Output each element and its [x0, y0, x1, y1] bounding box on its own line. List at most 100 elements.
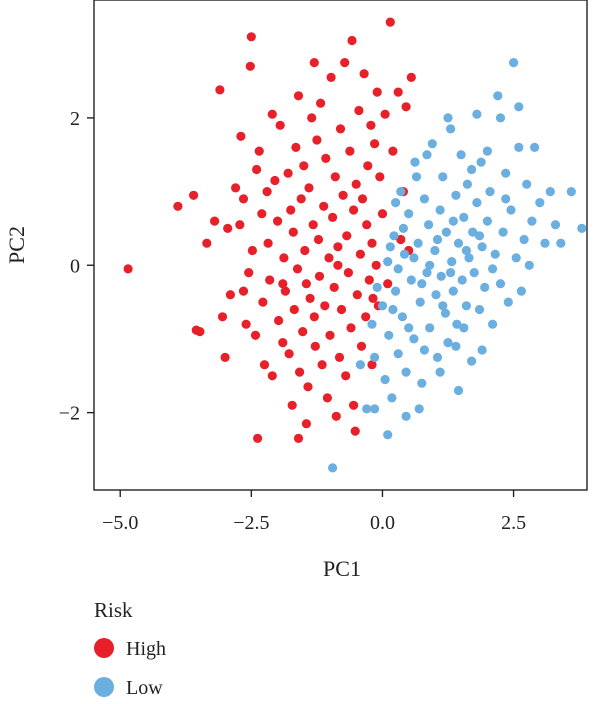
point-high	[362, 220, 372, 230]
point-low	[511, 253, 521, 263]
point-low	[370, 404, 380, 414]
point-high	[328, 212, 338, 222]
point-low	[415, 297, 425, 307]
point-low	[501, 168, 511, 178]
y-tick-label: 0	[70, 255, 80, 277]
point-low	[432, 352, 443, 362]
x-tick-label: 0.0	[370, 512, 395, 534]
point-high	[273, 216, 283, 226]
point-high	[267, 109, 277, 119]
point-low	[396, 187, 406, 197]
point-low	[422, 268, 432, 278]
point-low	[422, 150, 432, 160]
point-low	[393, 264, 403, 274]
point-high	[238, 286, 249, 296]
point-low	[440, 308, 450, 318]
point-high	[292, 264, 303, 274]
point-high	[385, 17, 395, 27]
legend-label-high: High	[126, 638, 166, 660]
point-low	[495, 113, 506, 123]
point-low	[459, 212, 469, 222]
point-low	[397, 312, 407, 322]
point-low	[401, 367, 411, 377]
point-low	[446, 124, 456, 134]
point-low	[404, 323, 414, 333]
point-low	[427, 139, 437, 149]
point-high	[309, 312, 319, 322]
point-low	[461, 245, 471, 256]
y-axis-label: PC2	[4, 226, 29, 264]
point-high	[280, 286, 290, 296]
point-high	[401, 102, 411, 112]
point-high	[342, 231, 352, 241]
point-high	[289, 304, 299, 315]
point-low	[404, 209, 414, 219]
legend: Risk High Low	[94, 598, 166, 699]
x-tick-label: −5.0	[102, 512, 138, 534]
point-high	[247, 245, 257, 256]
point-high	[368, 293, 378, 303]
point-high	[265, 275, 275, 285]
point-high	[304, 183, 314, 193]
point-high	[245, 61, 255, 71]
point-high	[366, 120, 376, 130]
point-high	[254, 146, 264, 156]
point-high	[270, 175, 280, 186]
point-high	[295, 367, 305, 377]
point-high	[293, 433, 304, 443]
point-high	[279, 253, 289, 263]
point-high	[301, 419, 311, 429]
point-low	[446, 268, 456, 278]
point-high	[301, 279, 311, 289]
point-high	[299, 161, 309, 171]
point-low	[385, 242, 395, 252]
point-low	[413, 238, 423, 248]
point-high	[329, 282, 339, 292]
point-high	[357, 194, 368, 204]
point-high	[388, 146, 398, 156]
point-high	[333, 242, 343, 252]
point-low	[370, 352, 380, 362]
point-high	[303, 382, 313, 392]
point-low	[577, 223, 587, 233]
point-low	[540, 238, 550, 248]
point-high	[238, 194, 249, 204]
point-low	[550, 220, 561, 230]
point-high	[375, 172, 385, 182]
point-high	[380, 109, 390, 119]
point-low	[398, 223, 408, 233]
point-low	[419, 194, 429, 204]
y-axis-ticks: −2 0 2	[59, 108, 94, 425]
point-high	[250, 330, 261, 340]
plot-frame	[93, 0, 588, 491]
point-low	[501, 194, 511, 204]
point-high	[274, 315, 284, 326]
point-high	[355, 249, 365, 259]
point-low	[388, 304, 398, 315]
point-low	[411, 172, 422, 182]
legend-label-low: Low	[126, 677, 163, 699]
point-low	[443, 113, 453, 123]
point-low	[424, 220, 434, 230]
point-high	[393, 87, 403, 97]
point-high	[371, 260, 381, 270]
point-low	[453, 385, 464, 396]
point-high	[284, 349, 294, 359]
point-low	[409, 253, 419, 263]
point-low	[493, 91, 503, 101]
x-tick-label: 2.5	[501, 512, 526, 534]
point-low	[401, 411, 411, 421]
point-high	[235, 220, 245, 230]
point-low	[448, 216, 458, 226]
point-high	[202, 238, 212, 248]
point-high	[383, 279, 393, 289]
point-low	[477, 345, 487, 355]
point-high	[258, 297, 268, 307]
x-axis-ticks: −5.0 −2.5 0.0 2.5	[102, 490, 526, 534]
point-high	[291, 142, 301, 152]
legend-title: Risk	[94, 598, 133, 622]
point-high	[278, 338, 288, 348]
point-low	[399, 249, 410, 259]
point-high	[283, 168, 293, 178]
point-high	[336, 304, 347, 315]
